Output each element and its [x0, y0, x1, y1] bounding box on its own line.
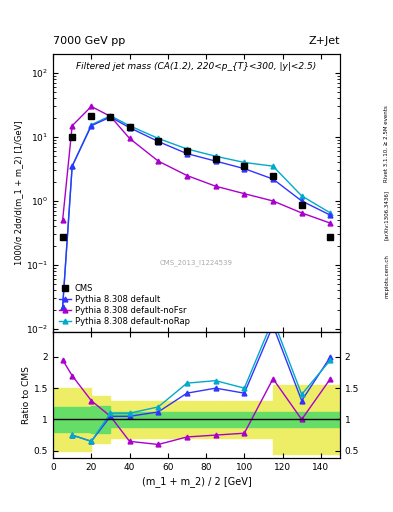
- Pythia 8.308 default: [185, 151, 189, 157]
- CMS: [328, 234, 333, 241]
- Pythia 8.308 default-noFsr: [127, 135, 132, 141]
- Pythia 8.308 default-noRap: [127, 123, 132, 129]
- Pythia 8.308 default-noFsr: [70, 123, 75, 129]
- Pythia 8.308 default-noFsr: [299, 210, 304, 216]
- X-axis label: (m_1 + m_2) / 2 [GeV]: (m_1 + m_2) / 2 [GeV]: [141, 476, 252, 487]
- Line: Pythia 8.308 default-noFsr: Pythia 8.308 default-noFsr: [60, 104, 333, 226]
- Line: CMS: CMS: [59, 113, 334, 241]
- CMS: [213, 156, 218, 162]
- Pythia 8.308 default-noFsr: [213, 183, 218, 189]
- Pythia 8.308 default: [127, 124, 132, 131]
- CMS: [299, 202, 304, 208]
- CMS: [127, 123, 132, 130]
- Pythia 8.308 default: [60, 304, 65, 310]
- Pythia 8.308 default-noRap: [156, 135, 161, 141]
- CMS: [242, 163, 247, 169]
- Legend: CMS, Pythia 8.308 default, Pythia 8.308 default-noFsr, Pythia 8.308 default-noRa: CMS, Pythia 8.308 default, Pythia 8.308 …: [57, 282, 191, 328]
- Pythia 8.308 default: [89, 123, 94, 129]
- Pythia 8.308 default-noRap: [70, 163, 75, 169]
- Pythia 8.308 default-noFsr: [328, 220, 333, 226]
- Text: Z+Jet: Z+Jet: [309, 36, 340, 46]
- Text: Filtered jet mass (CA(1.2), 220<p_{T}<300, |y|<2.5): Filtered jet mass (CA(1.2), 220<p_{T}<30…: [76, 62, 317, 71]
- Pythia 8.308 default-noFsr: [156, 158, 161, 164]
- Pythia 8.308 default: [70, 163, 75, 169]
- Pythia 8.308 default-noFsr: [89, 103, 94, 110]
- CMS: [271, 173, 275, 179]
- Pythia 8.308 default-noRap: [89, 122, 94, 128]
- Pythia 8.308 default: [156, 138, 161, 144]
- CMS: [185, 148, 189, 154]
- Text: Rivet 3.1.10, ≥ 2.5M events: Rivet 3.1.10, ≥ 2.5M events: [384, 105, 389, 182]
- Pythia 8.308 default-noRap: [185, 146, 189, 152]
- Pythia 8.308 default: [271, 176, 275, 182]
- Pythia 8.308 default-noRap: [271, 163, 275, 169]
- CMS: [89, 113, 94, 119]
- Y-axis label: 1000/σ 2dσ/d(m_1 + m_2) [1/GeV]: 1000/σ 2dσ/d(m_1 + m_2) [1/GeV]: [14, 120, 23, 265]
- Text: mcplots.cern.ch: mcplots.cern.ch: [384, 254, 389, 298]
- CMS: [108, 114, 113, 120]
- Pythia 8.308 default: [213, 158, 218, 164]
- CMS: [60, 234, 65, 241]
- Pythia 8.308 default: [328, 212, 333, 218]
- CMS: [70, 134, 75, 140]
- Text: 7000 GeV pp: 7000 GeV pp: [53, 36, 125, 46]
- Line: Pythia 8.308 default-noRap: Pythia 8.308 default-noRap: [60, 113, 333, 309]
- Pythia 8.308 default-noFsr: [185, 173, 189, 179]
- Text: [arXiv:1306.3436]: [arXiv:1306.3436]: [384, 190, 389, 240]
- Pythia 8.308 default-noRap: [299, 193, 304, 199]
- Pythia 8.308 default-noFsr: [271, 198, 275, 204]
- Pythia 8.308 default-noRap: [213, 153, 218, 159]
- Pythia 8.308 default-noRap: [108, 113, 113, 119]
- Text: CMS_2013_I1224539: CMS_2013_I1224539: [160, 259, 233, 266]
- Pythia 8.308 default: [299, 198, 304, 204]
- Pythia 8.308 default-noRap: [60, 304, 65, 310]
- Pythia 8.308 default: [108, 114, 113, 120]
- Line: Pythia 8.308 default: Pythia 8.308 default: [60, 115, 333, 309]
- Pythia 8.308 default-noRap: [328, 210, 333, 216]
- Pythia 8.308 default-noFsr: [108, 113, 113, 119]
- Pythia 8.308 default-noFsr: [60, 217, 65, 223]
- Pythia 8.308 default-noRap: [242, 159, 247, 165]
- Pythia 8.308 default-noFsr: [242, 190, 247, 197]
- Y-axis label: Ratio to CMS: Ratio to CMS: [22, 366, 31, 424]
- CMS: [156, 137, 161, 143]
- Pythia 8.308 default: [242, 165, 247, 172]
